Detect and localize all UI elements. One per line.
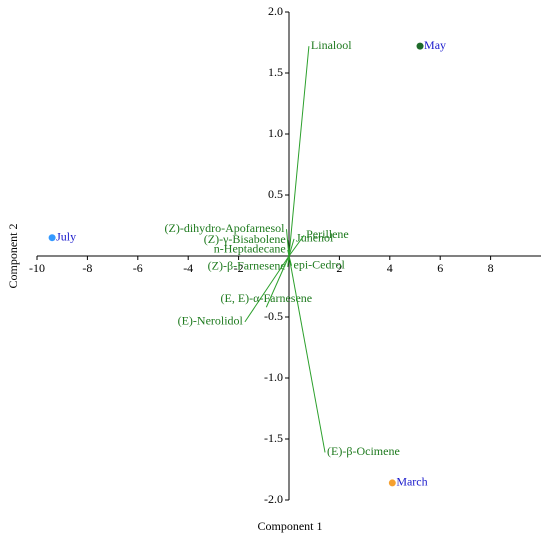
loading-label: Perillene — [306, 227, 349, 241]
y-tick-label: 0.5 — [268, 187, 283, 201]
y-tick-label: 1.0 — [268, 126, 283, 140]
x-tick-label: 8 — [488, 261, 494, 275]
y-tick-label: -1.5 — [264, 431, 283, 445]
loading-vector — [287, 255, 290, 268]
loading-label: (E)-Nerolidol — [178, 314, 244, 328]
loading-vector — [288, 46, 310, 257]
loading-label: Junenol — [296, 231, 334, 245]
loading-label: (Z)-γ-Bisabolene — [204, 232, 286, 246]
loading-vector — [288, 255, 326, 453]
x-tick-label: 6 — [437, 261, 443, 275]
point-label: July — [56, 229, 76, 243]
x-tick-label: -4 — [183, 261, 193, 275]
x-tick-label: -10 — [29, 261, 45, 275]
y-tick-label: 1.5 — [268, 65, 283, 79]
loading-vector — [288, 238, 295, 257]
loading-label: (E)-β-Ocimene — [327, 444, 400, 458]
loading-vector — [287, 249, 290, 257]
x-tick-label: -2 — [234, 261, 244, 275]
x-axis-title: Component 1 — [258, 519, 323, 533]
y-tick-label: 2.0 — [268, 4, 283, 18]
loading-label: (Z)-dihydro-Apofarnesol — [165, 221, 286, 235]
score-point — [48, 234, 56, 242]
x-tick-label: 2 — [336, 261, 342, 275]
point-label: May — [424, 38, 446, 52]
point-label: March — [396, 475, 427, 489]
loading-label: (Z)-β-Farnesene — [208, 259, 286, 273]
loading-vector — [244, 255, 290, 323]
x-tick-label: -6 — [133, 261, 143, 275]
x-tick-label: 4 — [387, 261, 393, 275]
loading-vector — [288, 234, 305, 257]
loading-label: (E, E)-α-Farnesene — [221, 291, 313, 305]
y-tick-label: -2.0 — [264, 492, 283, 506]
y-tick-label: -1.0 — [264, 370, 283, 384]
loading-label: Linalool — [311, 38, 352, 52]
loading-label: epi-Cedrol — [294, 258, 346, 272]
score-point — [416, 42, 424, 50]
y-tick-label: -0.5 — [264, 309, 283, 323]
x-tick-label: -8 — [82, 261, 92, 275]
score-point — [388, 479, 396, 487]
y-axis-title: Component 2 — [6, 224, 20, 289]
loading-label: n-Heptadecane — [214, 242, 286, 256]
loading-vector — [265, 255, 290, 308]
